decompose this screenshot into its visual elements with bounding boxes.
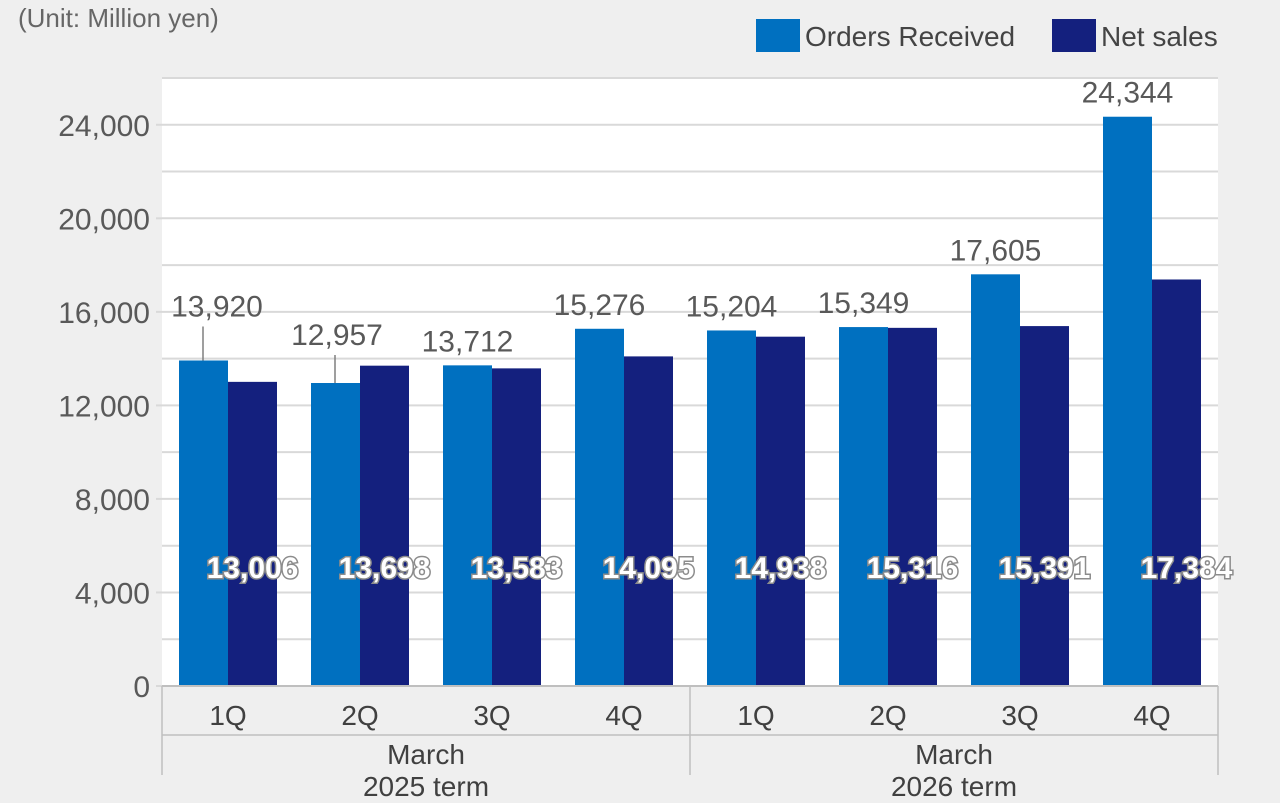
legend-label-net-sales: Net sales — [1101, 21, 1218, 52]
data-label-orders-received: 15,349 — [818, 287, 910, 320]
bar-orders-received — [971, 274, 1020, 686]
x-tick-label: 4Q — [1133, 700, 1170, 731]
data-labels: 13,920 13,006 12,957 13,698 13,712 13,583 15,2… — [171, 77, 1234, 587]
data-label-orders-received: 12,957 — [291, 319, 383, 352]
bar-orders-received — [707, 330, 756, 686]
y-tick-label: 0 — [133, 671, 150, 704]
group-label-line2: 2026 term — [891, 771, 1017, 802]
x-tick-label: 4Q — [605, 700, 642, 731]
data-label-orders-received: 15,276 — [554, 289, 646, 322]
group-label-line2: 2025 term — [363, 771, 489, 802]
data-label-net-sales: 14,095 — [603, 552, 695, 585]
data-label-orders-received: 17,605 — [950, 234, 1042, 267]
bar-orders-received — [443, 365, 492, 686]
bar-orders-received — [1103, 116, 1152, 687]
data-label-net-sales: 15,316 — [867, 552, 959, 585]
y-tick-label: 8,000 — [75, 484, 150, 517]
data-label-orders-received: 24,344 — [1082, 77, 1174, 110]
group-label-line1: March — [915, 739, 993, 770]
bar-net-sales — [1020, 326, 1069, 686]
y-tick-label: 20,000 — [58, 203, 150, 236]
bar-net-sales — [624, 356, 673, 686]
data-label-net-sales: 15,391 — [999, 552, 1091, 585]
data-label-orders-received: 13,712 — [422, 325, 514, 358]
y-tick-label: 16,000 — [58, 297, 150, 330]
x-tick-label: 3Q — [473, 700, 510, 731]
bar-net-sales — [360, 365, 409, 686]
y-tick-label: 4,000 — [75, 577, 150, 610]
legend-swatch-net-sales — [1052, 19, 1096, 52]
data-label-net-sales: 13,583 — [471, 552, 563, 585]
data-label-net-sales: 17,384 — [1141, 552, 1233, 585]
bar-orders-received — [311, 383, 360, 686]
data-label-orders-received: 13,920 — [171, 290, 263, 323]
y-axis: 0 4,000 8,000 12,000 16,000 20,000 24,000 — [58, 110, 162, 704]
data-label-orders-received: 15,204 — [686, 290, 778, 323]
x-tick-label: 1Q — [209, 700, 246, 731]
bar-net-sales — [756, 336, 805, 686]
bar-net-sales — [888, 327, 937, 686]
bar-net-sales — [1152, 279, 1201, 686]
data-label-net-sales: 13,698 — [339, 552, 431, 585]
bar-net-sales — [228, 381, 277, 686]
data-label-net-sales: 14,938 — [735, 552, 827, 585]
legend-swatch-orders-received — [756, 19, 800, 52]
data-label-net-sales: 13,006 — [207, 552, 299, 585]
bar-orders-received — [839, 327, 888, 686]
x-tick-label: 2Q — [341, 700, 378, 731]
legend-label-orders-received: Orders Received — [805, 21, 1015, 52]
x-tick-label: 3Q — [1001, 700, 1038, 731]
legend: Orders Received Net sales — [756, 19, 1218, 52]
bar-net-sales — [492, 368, 541, 686]
bar-orders-received — [179, 360, 228, 686]
x-tick-label: 1Q — [737, 700, 774, 731]
unit-label: (Unit: Million yen) — [18, 3, 219, 33]
y-tick-label: 12,000 — [58, 390, 150, 423]
bar-orders-received — [575, 328, 624, 686]
y-tick-label: 24,000 — [58, 110, 150, 143]
x-tick-label: 2Q — [869, 700, 906, 731]
group-label-line1: March — [387, 739, 465, 770]
bars — [179, 116, 1201, 687]
